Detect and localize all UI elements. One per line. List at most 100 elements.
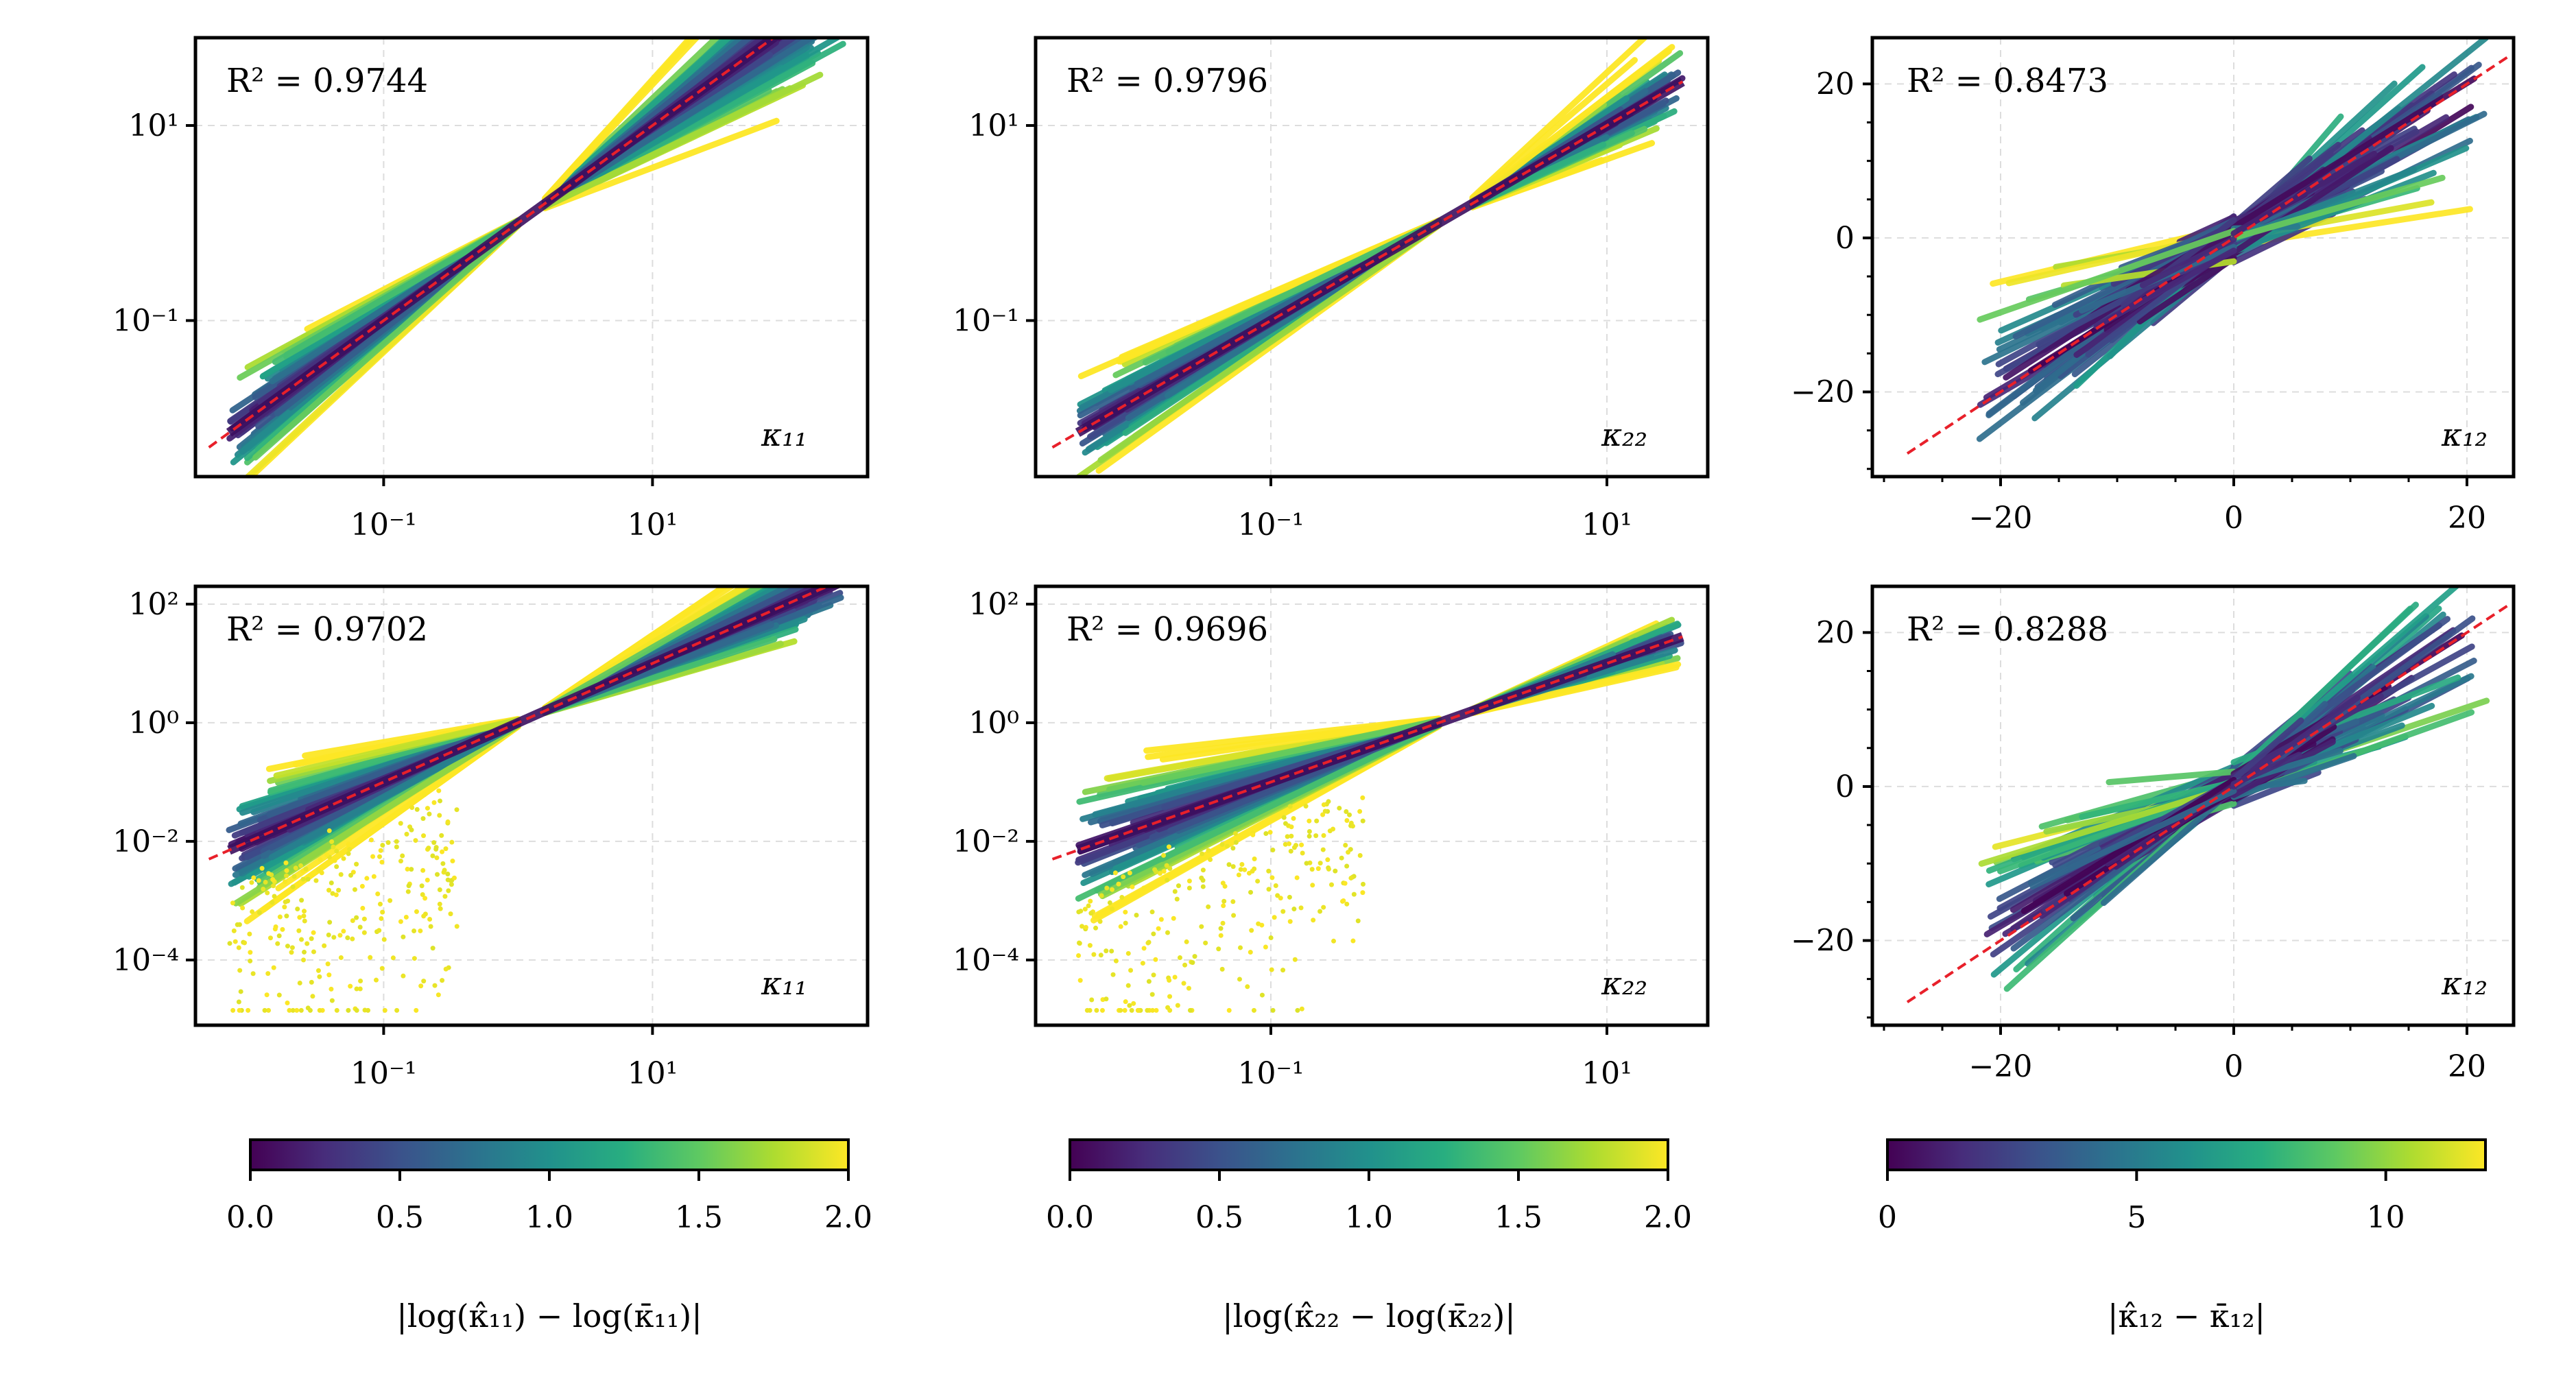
data-streak [1090, 723, 1442, 924]
colorbar-2: 0.0 0.5 1.0 1.5 2.0 [1046, 1138, 1692, 1235]
data-streak [542, 38, 817, 208]
data-streak [2230, 753, 2357, 800]
outlier-point [1134, 913, 1139, 918]
outlier-point [432, 983, 438, 988]
outlier-point [1342, 881, 1348, 886]
data-streak [2136, 255, 2237, 325]
outlier-point [1099, 1007, 1105, 1013]
outlier-point [317, 1007, 322, 1013]
outlier-point [1218, 933, 1224, 938]
outlier-point [1259, 922, 1265, 928]
outlier-point [406, 883, 412, 889]
outlier-point [1076, 953, 1082, 958]
outlier-point [1199, 924, 1204, 929]
data-streak [2029, 787, 2237, 889]
outlier-point [347, 847, 353, 852]
outlier-point [1118, 924, 1123, 929]
outlier-point [403, 914, 409, 920]
outlier-point [380, 843, 385, 848]
axes-frame [1034, 36, 1710, 479]
outlier-point [334, 848, 339, 854]
y-tick-label: 0 [1835, 221, 1855, 256]
outlier-point [1076, 909, 1082, 915]
outlier-point [1310, 883, 1315, 888]
outlier-point [1151, 931, 1156, 937]
outlier-point [1300, 850, 1305, 856]
outlier-point [1242, 867, 1248, 872]
outlier-point [305, 941, 310, 946]
colorbar-3: 0 5 10 [1878, 1138, 2487, 1235]
outlier-point [1273, 883, 1278, 888]
outlier-point [425, 806, 430, 811]
outlier-point [387, 898, 393, 903]
outlier-point [1177, 955, 1182, 960]
outlier-point [443, 966, 449, 972]
outlier-point [422, 792, 427, 798]
outlier-point [329, 839, 335, 844]
data-streak [542, 71, 824, 211]
outlier-point [1326, 799, 1331, 804]
outlier-point [272, 926, 278, 932]
outlier-point [317, 974, 322, 979]
outlier-point [1175, 1003, 1180, 1008]
data-streak [542, 38, 697, 202]
outlier-point [1167, 994, 1173, 999]
outlier-point [270, 900, 275, 905]
outlier-point [1337, 805, 1342, 811]
outlier-point [1289, 824, 1294, 830]
outlier-point [240, 905, 246, 911]
outlier-point [1237, 977, 1242, 982]
outlier-point [237, 922, 242, 927]
outlier-point [1080, 924, 1085, 929]
outlier-point [237, 1007, 242, 1013]
outlier-point [1186, 885, 1192, 891]
outlier-point [315, 968, 321, 973]
outlier-point [246, 1007, 251, 1013]
outlier-point [265, 971, 271, 977]
outlier-point [438, 906, 443, 911]
outlier-point [341, 929, 346, 934]
component-label-r2c2: κ₂₂ [1601, 965, 1647, 1002]
outlier-point [248, 950, 253, 955]
y-tick-label: 20 [1816, 67, 1855, 101]
outlier-point [271, 965, 276, 970]
outlier-point [1263, 944, 1268, 950]
y-tick-label: 10⁻² [953, 824, 1019, 859]
outlier-point [230, 900, 235, 906]
outlier-point [283, 860, 289, 865]
outlier-point [1218, 926, 1224, 931]
data-streak [1132, 221, 1442, 440]
outlier-point [430, 853, 436, 859]
outlier-point [1154, 1007, 1159, 1013]
outlier-point [302, 918, 307, 924]
outlier-point [1232, 830, 1238, 836]
outlier-point [1291, 815, 1296, 821]
colorbar-tick-label: 5 [2127, 1200, 2146, 1235]
diagonal-line [1051, 635, 1683, 861]
x-tick-label: 10¹ [1582, 1056, 1632, 1091]
outlier-point [1287, 894, 1292, 900]
panel-r2c3: −20 0 20 −20 0 20 [1791, 584, 2516, 1084]
outlier-point [420, 892, 425, 898]
outlier-point [1321, 802, 1326, 807]
outlier-point [1303, 804, 1309, 809]
outlier-point [311, 949, 316, 955]
outlier-point [1200, 851, 1205, 857]
outlier-point [1348, 875, 1354, 881]
outlier-point [1255, 878, 1261, 884]
data-streak [1977, 228, 2237, 323]
outlier-point [1220, 881, 1226, 886]
outlier-point [1141, 946, 1147, 951]
outlier-point [1182, 962, 1188, 968]
outlier-point [1206, 848, 1211, 853]
outlier-point [1226, 1007, 1232, 1013]
outlier-point [315, 867, 321, 872]
outlier-point [426, 846, 431, 851]
outlier-point [236, 945, 241, 950]
outlier-point [251, 875, 257, 881]
data-streak [1165, 218, 1442, 355]
panel-r2c1: 10⁻¹ 10¹ 10⁻⁴ 10⁻² 10⁰ 10² [112, 584, 870, 1091]
outlier-point [1110, 906, 1115, 911]
outlier-point [346, 841, 351, 847]
outlier-point [1110, 972, 1116, 977]
